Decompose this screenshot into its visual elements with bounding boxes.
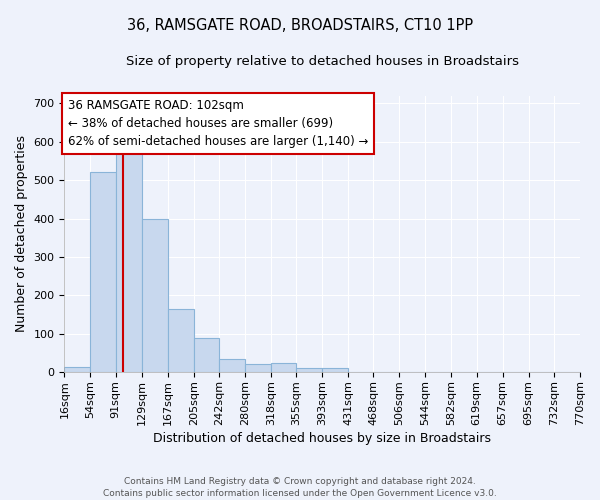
Bar [219,359,245,372]
X-axis label: Distribution of detached houses by size in Broadstairs: Distribution of detached houses by size … [153,432,491,445]
Title: Size of property relative to detached houses in Broadstairs: Size of property relative to detached ho… [126,55,519,68]
Bar [245,364,271,372]
Bar [271,362,296,372]
Bar [322,368,348,372]
Bar [167,309,194,372]
Bar [296,368,322,372]
Bar [91,172,116,372]
Text: Contains HM Land Registry data © Crown copyright and database right 2024.
Contai: Contains HM Land Registry data © Crown c… [103,476,497,498]
Bar [64,366,91,372]
Bar [194,338,219,372]
Bar [116,148,142,372]
Y-axis label: Number of detached properties: Number of detached properties [15,136,28,332]
Text: 36, RAMSGATE ROAD, BROADSTAIRS, CT10 1PP: 36, RAMSGATE ROAD, BROADSTAIRS, CT10 1PP [127,18,473,32]
Text: 36 RAMSGATE ROAD: 102sqm
← 38% of detached houses are smaller (699)
62% of semi-: 36 RAMSGATE ROAD: 102sqm ← 38% of detach… [68,100,368,148]
Bar [142,218,167,372]
